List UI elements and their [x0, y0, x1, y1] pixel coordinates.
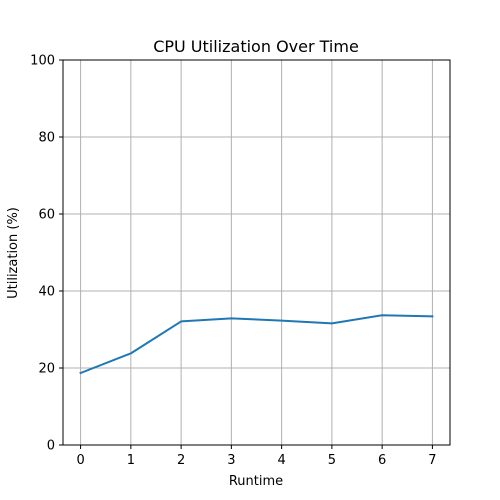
x-tick-label: 2: [177, 453, 185, 468]
x-axis-label: Runtime: [229, 474, 283, 489]
x-tick-label: 6: [378, 453, 386, 468]
y-tick-label: 60: [38, 208, 55, 223]
y-tick-label: 40: [38, 285, 55, 300]
x-tick-label: 5: [328, 453, 336, 468]
y-tick-label: 100: [30, 54, 55, 69]
chart-title: CPU Utilization Over Time: [153, 37, 359, 56]
x-tick-label: 1: [127, 453, 135, 468]
x-tick-label: 3: [227, 453, 235, 468]
x-tick-label: 4: [277, 453, 285, 468]
y-tick-label: 20: [38, 362, 55, 377]
x-tick-label: 0: [76, 453, 84, 468]
x-tick-label: 7: [428, 453, 436, 468]
y-tick-label: 80: [38, 131, 55, 146]
y-tick-label: 0: [47, 439, 55, 454]
y-axis-label: Utilization (%): [6, 207, 21, 299]
